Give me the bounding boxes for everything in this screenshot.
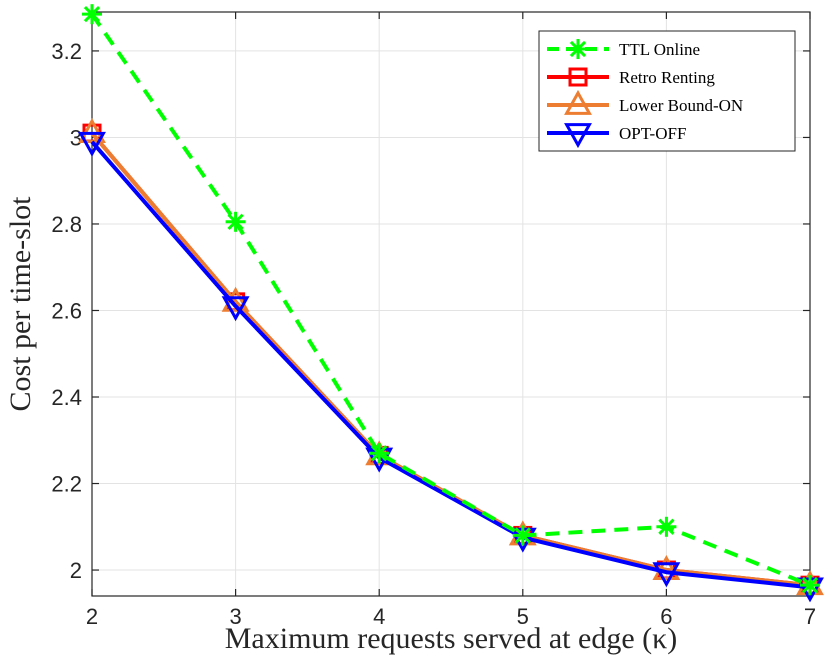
asterisk-stroke — [227, 213, 244, 230]
series-line-ttl-online — [90, 13, 811, 588]
data-point-ttl-online — [369, 443, 390, 464]
y-axis-label: Cost per time-slot — [4, 196, 37, 412]
x-tick-label: 5 — [517, 604, 529, 629]
legend-item-ttl-online: TTL Online — [547, 39, 700, 59]
legend-label-retro-renting: Retro Renting — [619, 68, 715, 87]
legend-label-opt-off: OPT-OFF — [619, 124, 686, 143]
data-point-ttl-online — [82, 4, 102, 25]
asterisk-stroke — [569, 40, 587, 58]
asterisk-stroke — [514, 527, 531, 544]
legend-marker-ttl-online — [568, 39, 588, 59]
asterisk-stroke — [658, 518, 675, 535]
plot-frame — [91, 11, 811, 597]
data-point-ttl-online — [656, 516, 677, 537]
x-axis-label: Maximum requests served at edge (κ) — [225, 622, 677, 655]
axis-ticks: 2 3 4 5 6 7 2 2.2 2.4 2.6 2.8 3 3.2 — [51, 12, 816, 629]
y-tick-label: 3 — [70, 125, 82, 150]
data-point-ttl-online — [512, 525, 533, 546]
asterisk-stroke — [371, 445, 388, 462]
y-tick-label: 2.4 — [51, 385, 82, 410]
legend-marker-lower-bound-on — [564, 89, 592, 115]
y-tick-label: 2.2 — [51, 472, 82, 497]
data-point-lower-bound-on — [78, 118, 106, 144]
legend-item-lower-bound-on: Lower Bound-ON — [547, 89, 743, 115]
data-point-lower-bound-on — [652, 554, 681, 580]
legend-marker-retro-renting — [568, 67, 588, 87]
asterisk-stroke — [801, 577, 819, 594]
legend-item-opt-off: OPT-OFF — [547, 123, 686, 149]
series-line-opt-off — [90, 140, 811, 590]
legend-marker-opt-off — [564, 123, 592, 149]
data-point-opt-off — [78, 131, 106, 157]
legend-label-ttl-online: TTL Online — [619, 40, 700, 59]
series-ttl-online — [82, 4, 820, 596]
legend-label-lower-bound-on: Lower Bound-ON — [619, 96, 743, 115]
series-layer — [78, 4, 824, 603]
x-tick-label: 6 — [660, 604, 672, 629]
asterisk-stroke — [83, 6, 101, 23]
data-point-ttl-online — [225, 211, 246, 232]
data-point-ttl-online — [800, 575, 820, 596]
x-tick-label: 3 — [229, 604, 241, 629]
data-point-opt-off — [221, 296, 250, 322]
y-tick-label: 2.6 — [51, 298, 82, 323]
data-point-opt-off — [652, 562, 681, 588]
legend-item-retro-renting: Retro Renting — [547, 67, 715, 87]
y-tick-label: 2.8 — [51, 212, 82, 237]
x-tick-label: 2 — [86, 604, 98, 629]
y-tick-label: 2 — [70, 558, 82, 583]
x-tick-label: 7 — [804, 604, 816, 629]
y-tick-label: 3.2 — [51, 39, 82, 64]
legend: TTL Online Retro Renting Lower Bound-ON OPT… — [538, 30, 796, 152]
x-tick-label: 4 — [373, 604, 385, 629]
